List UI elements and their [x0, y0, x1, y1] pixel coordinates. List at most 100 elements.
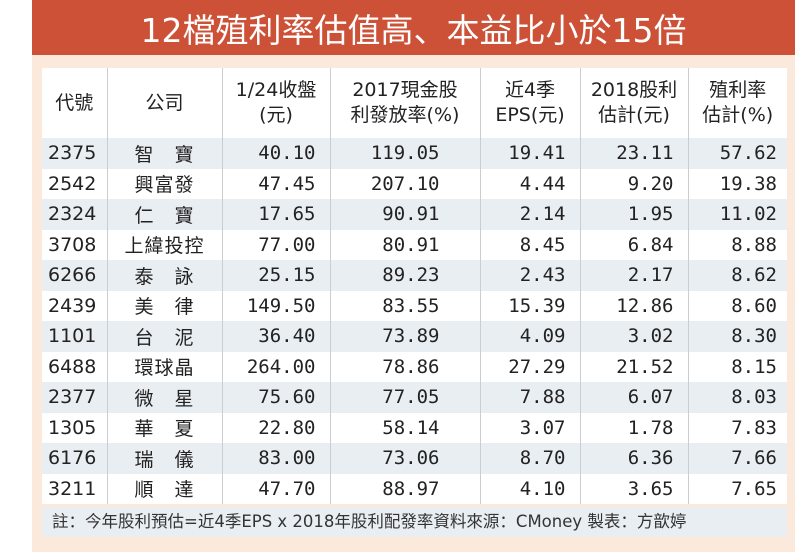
- cell-yield-est: 8.30: [687, 321, 787, 352]
- cell-company: 華 夏: [106, 412, 222, 443]
- cell-close-price: 17.65: [221, 199, 330, 230]
- header-line-1: 2017現金股: [352, 79, 458, 101]
- cell-yield-est: 8.03: [687, 382, 787, 413]
- cell-yield-est: 11.02: [687, 199, 787, 230]
- table-row: 2324 仁 寶 17.65 90.91 2.14 1.95 11.02: [42, 199, 787, 230]
- cell-payout-ratio-2017: 90.91: [329, 199, 480, 230]
- cell-eps-4q: 8.70: [479, 443, 580, 474]
- cell-company: 上緯投控: [106, 229, 222, 260]
- cell-close-price: 47.45: [221, 168, 330, 199]
- cell-yield-est: 8.60: [687, 290, 787, 321]
- cell-code: 2542: [42, 168, 107, 199]
- table-row: 2377 微 星 75.60 77.05 7.88 6.07 8.03: [42, 382, 787, 413]
- table-body: 2375 智 寶 40.10 119.05 19.41 23.11 57.62 2542 興富發…: [42, 138, 787, 504]
- table-header-row: 代號 公司 1/24收盤 (元) 2017現金股 利發放率(%) 近4季 EPS(元) 2018…: [42, 68, 787, 138]
- cell-dividend-est-2018: 2.17: [579, 260, 688, 291]
- cell-dividend-est-2018: 6.36: [579, 443, 688, 474]
- cell-close-price: 36.40: [221, 321, 330, 352]
- cell-close-price: 149.50: [221, 290, 330, 321]
- dividend-yield-table: 代號 公司 1/24收盤 (元) 2017現金股 利發放率(%) 近4季 EPS(元) 2018…: [42, 68, 787, 504]
- title-banner: 12檔殖利率估值高、本益比小於15倍: [32, 0, 795, 55]
- cell-code: 3211: [42, 473, 107, 504]
- cell-company: 智 寶: [106, 138, 222, 169]
- header-line-2: 估計(%): [702, 104, 774, 126]
- cell-close-price: 47.70: [221, 473, 330, 504]
- page-title: 12檔殖利率估值高、本益比小於15倍: [140, 10, 687, 50]
- cell-eps-4q: 4.10: [479, 473, 580, 504]
- cell-eps-4q: 19.41: [479, 138, 580, 169]
- cell-code: 2375: [42, 138, 107, 169]
- cell-close-price: 77.00: [221, 229, 330, 260]
- column-header-code: 代號: [42, 68, 107, 138]
- table-row: 1101 台 泥 36.40 73.89 4.09 3.02 8.30: [42, 321, 787, 352]
- cell-payout-ratio-2017: 88.97: [329, 473, 480, 504]
- cell-yield-est: 8.88: [687, 229, 787, 260]
- table-row: 6176 瑞 儀 83.00 73.06 8.70 6.36 7.66: [42, 443, 787, 474]
- table-row: 3211 順 達 47.70 88.97 4.10 3.65 7.65: [42, 473, 787, 504]
- cell-code: 6266: [42, 260, 107, 291]
- cell-close-price: 75.60: [221, 382, 330, 413]
- cell-code: 1305: [42, 412, 107, 443]
- infographic-card: 12檔殖利率估值高、本益比小於15倍 代號 公司 1/24收盤 (元) 2017現金股利…: [32, 0, 795, 552]
- cell-yield-est: 19.38: [687, 168, 787, 199]
- header-line-1: 2018股利: [590, 79, 678, 101]
- cell-yield-est: 8.62: [687, 260, 787, 291]
- table-row: 2542 興富發 47.45 207.10 4.44 9.20 19.38: [42, 168, 787, 199]
- cell-payout-ratio-2017: 83.55: [329, 290, 480, 321]
- cell-eps-4q: 27.29: [479, 351, 580, 382]
- cell-close-price: 22.80: [221, 412, 330, 443]
- cell-payout-ratio-2017: 73.89: [329, 321, 480, 352]
- cell-payout-ratio-2017: 58.14: [329, 412, 480, 443]
- column-header-close-price: 1/24收盤 (元): [221, 68, 330, 138]
- cell-dividend-est-2018: 3.65: [579, 473, 688, 504]
- cell-yield-est: 7.66: [687, 443, 787, 474]
- column-header-payout-ratio-2017: 2017現金股 利發放率(%): [329, 68, 480, 138]
- cell-company: 瑞 儀: [106, 443, 222, 474]
- header-line-1: 公司: [145, 91, 184, 114]
- cell-close-price: 25.15: [221, 260, 330, 291]
- cell-payout-ratio-2017: 119.05: [329, 138, 480, 169]
- cell-company: 美 律: [106, 290, 222, 321]
- header-line-2: 利發放率(%): [350, 104, 460, 126]
- cell-code: 6488: [42, 351, 107, 382]
- table-row: 6488 環球晶 264.00 78.86 27.29 21.52 8.15: [42, 351, 787, 382]
- footnote: 註：今年股利預估=近4季EPS x 2018年股利配發率資料來源：CMoney …: [42, 507, 787, 537]
- cell-close-price: 40.10: [221, 138, 330, 169]
- cell-eps-4q: 4.09: [479, 321, 580, 352]
- cell-dividend-est-2018: 23.11: [579, 138, 688, 169]
- table-row: 2439 美 律 149.50 83.55 15.39 12.86 8.60: [42, 290, 787, 321]
- cell-close-price: 264.00: [221, 351, 330, 382]
- cell-dividend-est-2018: 21.52: [579, 351, 688, 382]
- header-line-2: 估計(元): [598, 104, 670, 126]
- cell-company: 興富發: [106, 168, 222, 199]
- cell-dividend-est-2018: 6.07: [579, 382, 688, 413]
- cell-eps-4q: 2.43: [479, 260, 580, 291]
- header-line-1: 殖利率: [709, 79, 767, 101]
- cell-yield-est: 7.83: [687, 412, 787, 443]
- cell-company: 台 泥: [106, 321, 222, 352]
- cell-company: 仁 寶: [106, 199, 222, 230]
- cell-eps-4q: 2.14: [479, 199, 580, 230]
- cell-yield-est: 8.15: [687, 351, 787, 382]
- cell-dividend-est-2018: 12.86: [579, 290, 688, 321]
- cell-payout-ratio-2017: 80.91: [329, 229, 480, 260]
- cell-company: 順 達: [106, 473, 222, 504]
- header-line-2: EPS(元): [495, 104, 565, 126]
- cell-payout-ratio-2017: 207.10: [329, 168, 480, 199]
- cell-yield-est: 7.65: [687, 473, 787, 504]
- cell-eps-4q: 15.39: [479, 290, 580, 321]
- cell-company: 微 星: [106, 382, 222, 413]
- column-header-yield-est: 殖利率估計(%): [687, 68, 787, 138]
- cell-company: 環球晶: [106, 351, 222, 382]
- cell-eps-4q: 4.44: [479, 168, 580, 199]
- column-header-company: 公司: [106, 68, 222, 138]
- cell-payout-ratio-2017: 77.05: [329, 382, 480, 413]
- dividend-table-container: 代號 公司 1/24收盤 (元) 2017現金股 利發放率(%) 近4季 EPS(元) 2018…: [42, 68, 787, 504]
- header-line-1: 1/24收盤: [235, 79, 317, 101]
- column-header-eps-4q: 近4季 EPS(元): [479, 68, 580, 138]
- cell-company: 泰 詠: [106, 260, 222, 291]
- cell-dividend-est-2018: 3.02: [579, 321, 688, 352]
- cell-yield-est: 57.62: [687, 138, 787, 169]
- cell-code: 2377: [42, 382, 107, 413]
- cell-payout-ratio-2017: 73.06: [329, 443, 480, 474]
